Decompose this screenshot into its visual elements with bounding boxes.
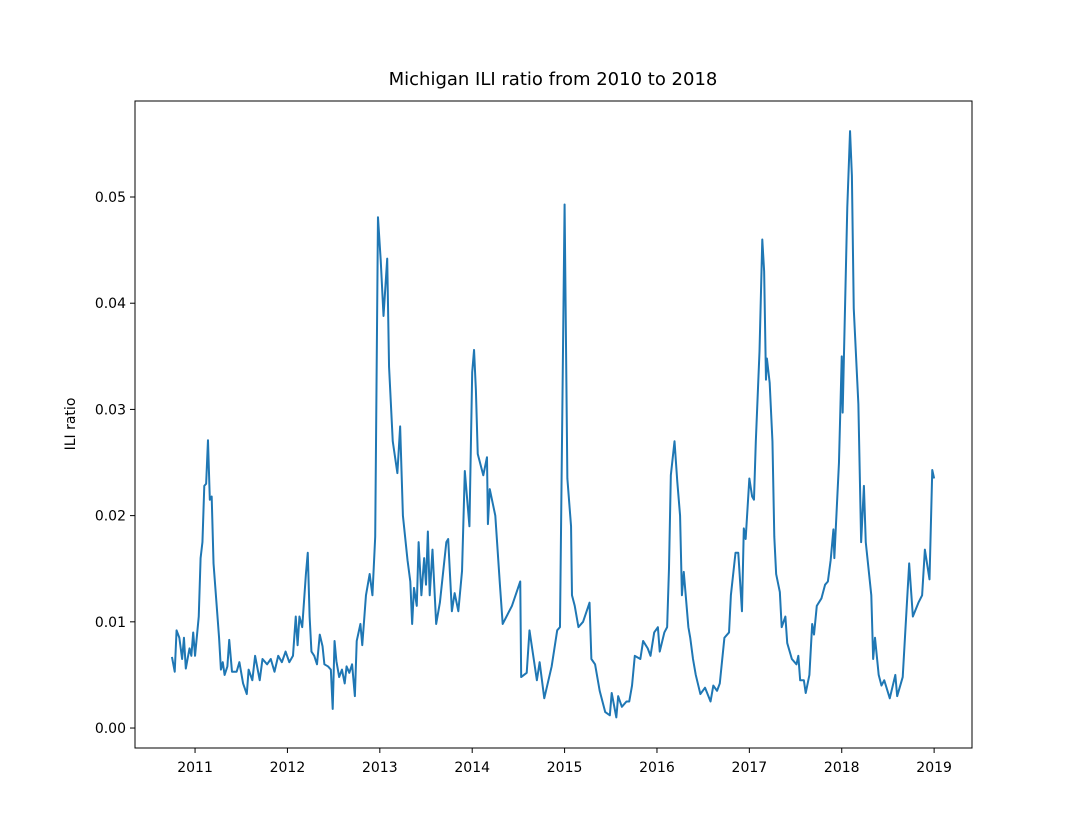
x-tick-label: 2018 (824, 760, 860, 776)
y-tick-label: 0.00 (95, 721, 126, 737)
x-tick-label: 2015 (547, 760, 583, 776)
x-tick-label: 2017 (732, 760, 768, 776)
x-tick-label: 2019 (916, 760, 952, 776)
y-tick-label: 0.04 (95, 296, 126, 312)
chart-title: Michigan ILI ratio from 2010 to 2018 (389, 69, 718, 90)
x-tick-label: 2014 (454, 760, 490, 776)
x-tick-label: 2011 (177, 760, 213, 776)
y-tick-label: 0.02 (95, 509, 126, 525)
y-tick-label: 0.03 (95, 402, 126, 418)
data-line (170, 130, 936, 719)
y-axis-label: ILI ratio (63, 398, 79, 451)
y-tick-label: 0.05 (95, 190, 126, 206)
y-tick-label: 0.01 (95, 615, 126, 631)
x-tick-label: 2012 (270, 760, 306, 776)
x-tick-label: 2013 (362, 760, 398, 776)
plot-frame (134, 100, 973, 749)
x-tick-label: 2016 (639, 760, 675, 776)
